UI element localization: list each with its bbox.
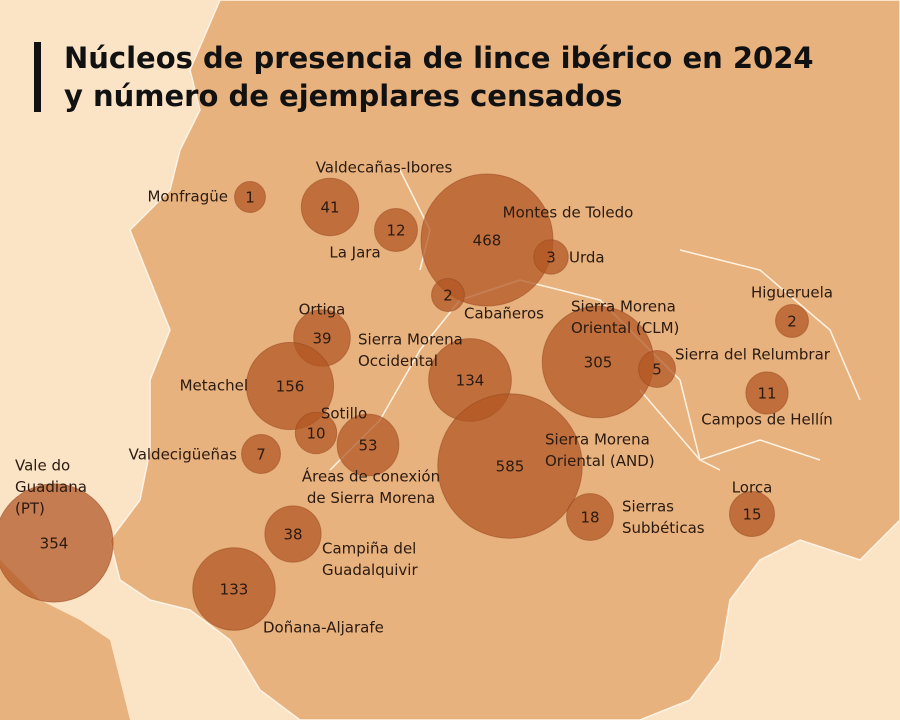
bubble-value: 585 — [496, 458, 525, 476]
bubble-value: 10 — [306, 425, 325, 443]
bubble — [336, 413, 400, 477]
bubble-value: 5 — [652, 361, 662, 379]
bubble-value: 12 — [386, 222, 405, 240]
bubble — [0, 483, 114, 603]
nucleus-label: Campiña del — [322, 540, 416, 558]
nucleus-label: Urda — [569, 249, 605, 267]
nucleus-label: Occidental — [358, 352, 438, 370]
bubble — [745, 371, 789, 415]
nucleus-label: Montes de Toledo — [503, 204, 634, 222]
bubble — [437, 393, 583, 539]
nucleus-label: Sierra Morena — [571, 298, 676, 316]
bubble — [638, 350, 676, 388]
nucleus-label: Subbéticas — [622, 519, 705, 537]
bubble-value: 7 — [256, 446, 266, 464]
bubble-value: 11 — [757, 385, 776, 403]
bubble-value: 2 — [787, 313, 797, 331]
nucleus-label: (PT) — [15, 500, 45, 518]
bubble — [431, 278, 465, 312]
bubble-value: 53 — [358, 437, 377, 455]
bubble-value: 468 — [473, 232, 502, 250]
nucleus-label: de Sierra Morena — [307, 489, 435, 507]
land — [0, 560, 130, 720]
bubble — [729, 491, 775, 537]
nucleus-label: Guadalquivir — [322, 561, 418, 579]
bubble-value: 18 — [580, 509, 599, 527]
bubble-value: 15 — [742, 506, 761, 524]
nucleus-label: Lorca — [732, 479, 773, 497]
nucleus-label: Doñana-Aljarafe — [263, 619, 384, 637]
nucleus-label: Campos de Hellín — [701, 411, 833, 429]
bubble — [533, 239, 569, 275]
bubble — [264, 505, 322, 563]
nucleus-label: Sierra del Relumbrar — [675, 346, 831, 364]
nucleus-label: Sierras — [622, 498, 674, 516]
nucleus-label: Cabañeros — [464, 305, 544, 323]
nucleus-label: Metachel — [180, 377, 248, 395]
nucleus-label: Guadiana — [15, 478, 87, 496]
bubble — [234, 181, 266, 213]
bubble — [775, 304, 809, 338]
bubble-value: 2 — [443, 287, 453, 305]
nucleus-label: Sierra Morena — [358, 331, 463, 349]
bubble-value: 133 — [220, 581, 249, 599]
nucleus-label: Oriental (CLM) — [571, 319, 679, 337]
bubble — [294, 411, 338, 455]
bubble-value: 41 — [320, 199, 339, 217]
nucleus-label: Higueruela — [751, 284, 833, 302]
nucleus-label: Valdecañas-Ibores — [316, 159, 453, 177]
bubble-value: 3 — [546, 249, 556, 267]
bubble-value: 39 — [312, 330, 331, 348]
bubble-value: 305 — [584, 354, 613, 372]
bubble — [241, 434, 281, 474]
bubble — [566, 493, 614, 541]
nucleus-label: Sierra Morena — [545, 431, 650, 449]
bubble-value: 354 — [40, 535, 69, 553]
bubble — [192, 547, 276, 631]
title-bar — [34, 42, 41, 112]
title: y número de ejemplares censados — [64, 79, 622, 113]
nucleus-label: La Jara — [329, 244, 380, 262]
nucleus-label: Vale do — [15, 457, 70, 475]
bubble-value: 38 — [283, 526, 302, 544]
nucleus-label: Oriental (AND) — [545, 452, 655, 470]
bubble — [245, 341, 335, 431]
nucleus-label: Ortiga — [299, 301, 346, 319]
bubble — [300, 177, 360, 237]
bubble-value: 134 — [456, 372, 485, 390]
nucleus-label: Monfragüe — [147, 188, 228, 206]
bubble-value: 156 — [276, 378, 305, 396]
nucleus-label: Sotillo — [321, 405, 367, 423]
title: Núcleos de presencia de lince ibérico en… — [64, 41, 814, 75]
nucleus-label: Valdecigüeñas — [129, 446, 238, 464]
bubble — [374, 208, 418, 252]
bubble-value: 1 — [245, 189, 255, 207]
nucleus-label: Áreas de conexión — [302, 467, 440, 486]
